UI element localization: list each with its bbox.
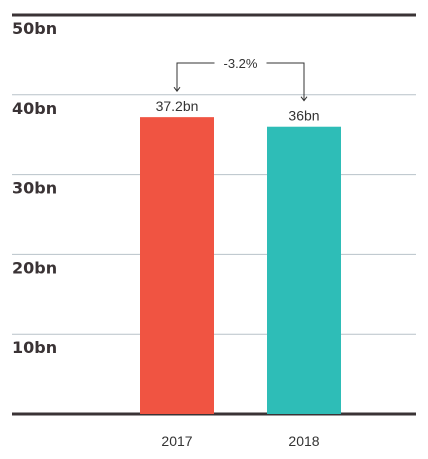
bars-group (140, 117, 341, 415)
change-annotation: -3.2% (173, 56, 308, 102)
y-tick-label-30bn: 30bn (12, 179, 57, 198)
data-label-2018: 36bn (288, 108, 319, 124)
data-labels: 37.2bn 36bn (156, 98, 320, 124)
x-tick-labels: 2017 2018 (161, 433, 319, 449)
y-tick-label-10bn: 10bn (12, 338, 57, 357)
annotation-bracket-right (266, 62, 305, 101)
annotation-label: -3.2% (224, 56, 258, 71)
y-tick-labels: 10bn 20bn 30bn 40bn 50bn (12, 19, 57, 357)
bar-2017 (140, 117, 214, 415)
x-tick-label-2018: 2018 (288, 433, 319, 449)
y-tick-label-20bn: 20bn (12, 258, 57, 277)
x-tick-label-2017: 2017 (161, 433, 192, 449)
y-tick-label-40bn: 40bn (12, 99, 57, 118)
bar-2018 (267, 126, 341, 414)
annotation-arrow-left (173, 86, 181, 92)
annotation-bracket-left (176, 62, 215, 92)
y-tick-label-50bn: 50bn (12, 19, 57, 38)
data-label-2017: 37.2bn (156, 98, 199, 114)
annotation-arrow-right (300, 96, 308, 102)
